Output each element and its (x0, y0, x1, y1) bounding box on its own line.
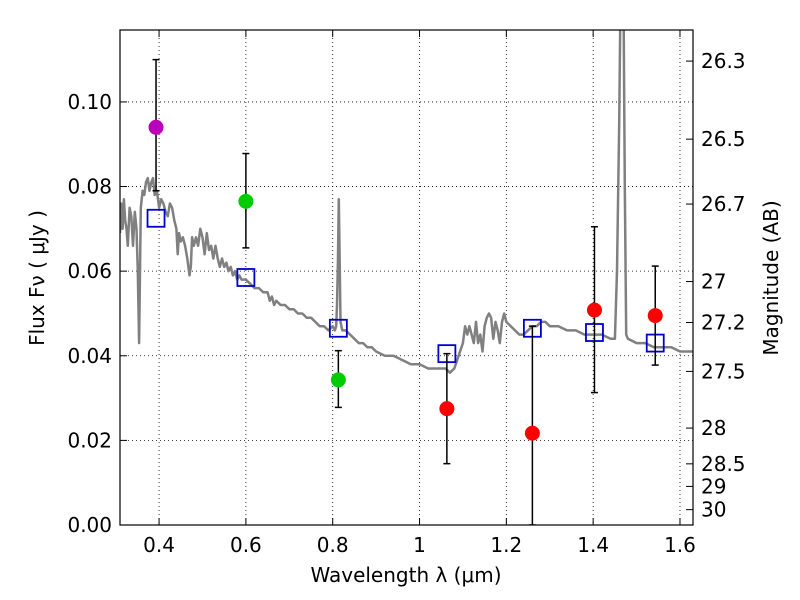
x-tick-label: 1 (413, 533, 426, 557)
x-tick-label: 1.2 (490, 533, 522, 557)
y-tick-label: 0.08 (67, 175, 112, 199)
right-tick-label: 29 (701, 474, 726, 498)
y-tick-label: 0.00 (67, 513, 112, 537)
right-tick-label: 28.5 (701, 452, 746, 476)
observed-point (330, 372, 346, 388)
model-square (146, 208, 166, 228)
y-tick-label: 0.10 (67, 90, 112, 114)
right-tick-label: 27.2 (701, 311, 746, 335)
right-tick-label: 26.7 (701, 192, 746, 216)
plot-frame (119, 29, 694, 526)
right-axis-label: Magnitude (AB) (759, 200, 783, 355)
right-tick-label: 30 (701, 498, 726, 522)
plot-area (120, 30, 693, 525)
right-tick-label: 26.3 (701, 49, 746, 73)
model-square (236, 268, 256, 287)
right-tick-label: 28 (701, 416, 726, 440)
y-axis-label: Flux Fν ( μJy ) (25, 210, 49, 346)
x-tick-label: 1.6 (664, 533, 696, 557)
y-tick-label: 0.02 (67, 428, 112, 452)
right-tick-label: 27.5 (701, 359, 746, 383)
y-tick-label: 0.06 (67, 259, 112, 283)
x-tick-label: 1.4 (577, 533, 609, 557)
x-axis-label: Wavelength λ (μm) (310, 563, 501, 587)
right-tick-label: 27 (701, 270, 726, 294)
y-tick-label: 0.04 (67, 344, 112, 368)
axis-ticks: 0.4 0.6 0.8 1 1.2 1.4 1.6 0.00 0.02 0.04 0.06 0.08 0… (67, 30, 746, 557)
observed-point (524, 425, 540, 441)
grid (120, 30, 693, 526)
observed-point (586, 302, 602, 318)
observed-point (238, 193, 254, 209)
x-tick-label: 0.6 (230, 533, 262, 557)
observed-point (148, 119, 164, 135)
observed-point (439, 401, 455, 417)
right-tick-label: 26.5 (701, 127, 746, 151)
x-tick-label: 0.8 (317, 533, 349, 557)
model-square (328, 318, 348, 338)
observed-point (647, 308, 663, 324)
x-tick-label: 0.4 (143, 533, 175, 557)
